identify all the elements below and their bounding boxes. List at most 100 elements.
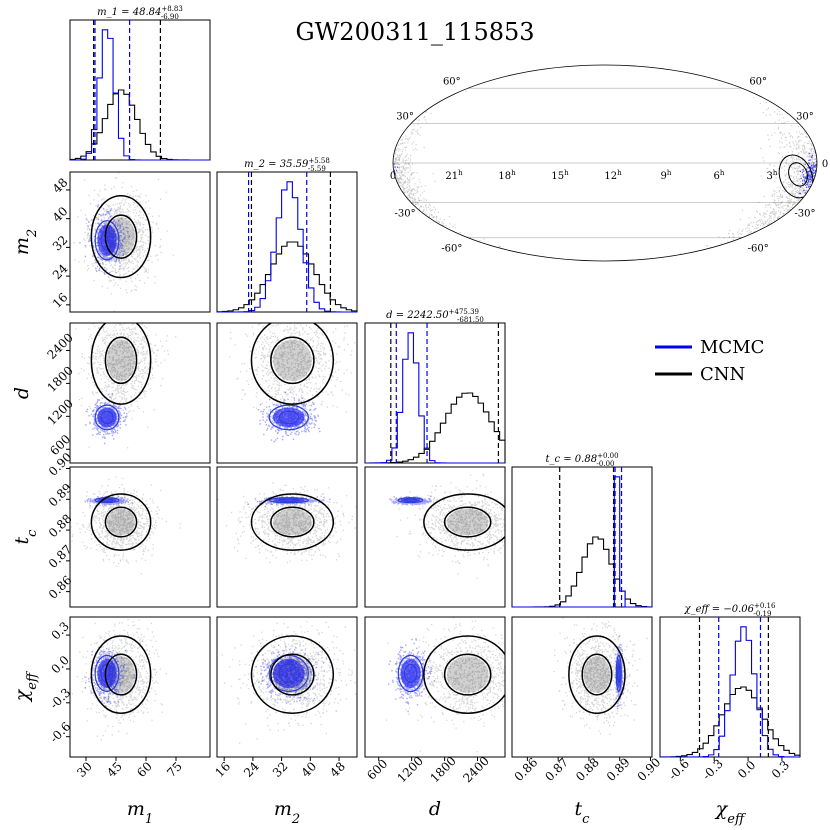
hist-panel-d: d = 2242.50+475.39 -681.50 xyxy=(365,308,505,463)
scatter-panel-tc-chi xyxy=(512,610,665,757)
y-tick-label: 24 xyxy=(50,261,71,282)
x-tick-label: 2400 xyxy=(460,754,491,785)
cnn-histogram xyxy=(512,537,652,607)
x-tick-label: 30 xyxy=(74,759,95,780)
hist-panel-m2: m_2 = 35.59+5.58 -5.59 xyxy=(217,157,357,312)
scatter-panel-d-chi xyxy=(365,610,549,757)
scatter-panel-m1-d xyxy=(66,287,210,463)
legend-label-cnn: CNN xyxy=(700,364,745,385)
dec-label: 0 xyxy=(822,159,828,170)
x-tick-label: 1200 xyxy=(395,754,426,785)
x-axis-label-d: d xyxy=(429,798,441,820)
y-axis-chi: -0.6 -0.3 0.0 0.3 χeff xyxy=(11,619,73,745)
cnn-density-core xyxy=(447,509,489,536)
hist-title-m2: m_2 = 35.59+5.58 -5.59 xyxy=(244,157,330,173)
x-tick-label: 45 xyxy=(104,759,125,780)
x-tick-label: 0.87 xyxy=(542,755,571,784)
cnn-density-core xyxy=(584,656,611,693)
ra-label: 15h xyxy=(551,169,569,182)
mcmc-density-fill xyxy=(401,659,421,688)
hist-panel-chi: χ_eff = −0.06+0.16 -0.19 xyxy=(660,602,800,757)
x-tick-label: 60 xyxy=(134,759,155,780)
y-axis-label-chi: χeff xyxy=(11,670,40,703)
y-tick-label: 32 xyxy=(50,233,71,254)
y-axis-label-tc: tc xyxy=(11,529,40,545)
y-tick-label: 48 xyxy=(50,175,71,196)
dec-label: 60° xyxy=(749,76,767,87)
mcmc-density-fill xyxy=(97,407,116,427)
x-axis-d: 600 1200 1800 2400d xyxy=(364,754,492,820)
x-tick-label: 48 xyxy=(327,759,348,780)
mcmc-histogram xyxy=(217,182,357,312)
cnn-histogram xyxy=(365,393,505,463)
hist-title-d: d = 2242.50+475.39 -681.50 xyxy=(386,308,484,324)
x-tick-label: 1800 xyxy=(427,754,458,785)
scatter-panel-m1-m2 xyxy=(64,146,210,312)
dec-label: 60° xyxy=(443,76,461,87)
dec-label: -30° xyxy=(395,209,416,220)
dec-label: -60° xyxy=(748,244,769,255)
cnn-density-core xyxy=(447,656,489,693)
panel-content xyxy=(386,610,549,752)
x-axis-label-tc: tc xyxy=(575,798,591,827)
panel-content xyxy=(64,146,174,312)
ra-label: 12h xyxy=(604,169,622,182)
ra-label: 9h xyxy=(661,169,672,182)
y-tick-label: 0.3 xyxy=(49,619,72,642)
mcmc-density-fill xyxy=(273,659,305,688)
ra-label: 6h xyxy=(714,169,725,182)
x-tick-label: 40 xyxy=(299,759,320,780)
panel-content xyxy=(217,482,362,563)
hist-title-m1: m_1 = 48.84+8.83 -6.90 xyxy=(97,5,183,21)
x-axis-label-chi: χeff xyxy=(714,798,747,827)
cnn-density-core xyxy=(107,509,135,536)
dec-label: -60° xyxy=(441,244,462,255)
y-axis-label-d: d xyxy=(11,387,33,399)
x-axis-m2: 16 24 32 40 48m2 xyxy=(212,757,348,827)
hist-frame xyxy=(365,323,505,463)
x-axis-tc: 0.86 0.87 0.88 0.89 0.90tc xyxy=(512,755,664,826)
dec-label: 30° xyxy=(396,111,414,122)
x-tick-label: -0.3 xyxy=(700,756,726,782)
hist-title-tc: t_c = 0.88+0.00 -0.00 xyxy=(545,452,618,468)
x-tick-label: 75 xyxy=(164,759,185,780)
panel-content xyxy=(389,474,546,579)
x-axis-m1: 30 45 60 75 m1 xyxy=(74,757,185,827)
ra-label: 21h xyxy=(445,169,463,182)
x-tick-label: 32 xyxy=(270,759,291,780)
mcmc-histogram xyxy=(660,627,800,757)
panel-frame xyxy=(70,467,210,607)
y-tick-label: -0.3 xyxy=(47,685,73,711)
hist-title-chi: χ_eff = −0.06+0.16 -0.19 xyxy=(684,602,776,618)
mcmc-histogram xyxy=(365,333,505,463)
y-tick-label: 1800 xyxy=(44,363,75,394)
scatter-panel-m1-chi xyxy=(70,602,210,757)
legend: MCMC CNN xyxy=(655,337,764,385)
x-tick-label: 16 xyxy=(212,759,233,780)
hist-panel-tc: t_c = 0.88+0.00 -0.00 xyxy=(512,452,652,607)
hist-frame xyxy=(512,467,652,607)
panel-content xyxy=(222,614,369,768)
panel-content xyxy=(70,477,181,575)
corner-plot-figure: GW200311_115853 0 21h 18h 15h 12h 9h 6h 3h60° 60… xyxy=(0,0,830,830)
mcmc-histogram xyxy=(512,477,652,607)
x-tick-label: 0.3 xyxy=(769,758,792,781)
corner-panels: m_1 = 48.84+8.83 -6.90 m_2 = 35.59+5.58 -5.… xyxy=(11,5,800,827)
dec-label: 30° xyxy=(796,111,814,122)
y-axis-d: 600120018002400d xyxy=(11,330,76,458)
scatter-panel-m2-tc xyxy=(217,467,362,607)
cnn-density-core xyxy=(273,509,312,536)
x-tick-label: 0.0 xyxy=(735,758,758,781)
mcmc-histogram xyxy=(70,30,210,160)
y-axis-m2: 1624324048m2 xyxy=(11,175,71,311)
panel-content xyxy=(72,602,167,740)
ra-label: 3h xyxy=(767,169,778,182)
y-tick-label: 1200 xyxy=(44,396,75,427)
x-axis-label-m1: m1 xyxy=(127,798,153,827)
y-tick-label: -0.6 xyxy=(47,719,73,745)
cnn-density-core xyxy=(107,340,135,382)
legend-label-mcmc: MCMC xyxy=(700,337,764,358)
scatter-panel-m2-chi xyxy=(217,614,368,768)
x-tick-label: 24 xyxy=(241,759,262,780)
y-axis-tc: 0.860.870.880.890.90tc xyxy=(11,450,75,602)
